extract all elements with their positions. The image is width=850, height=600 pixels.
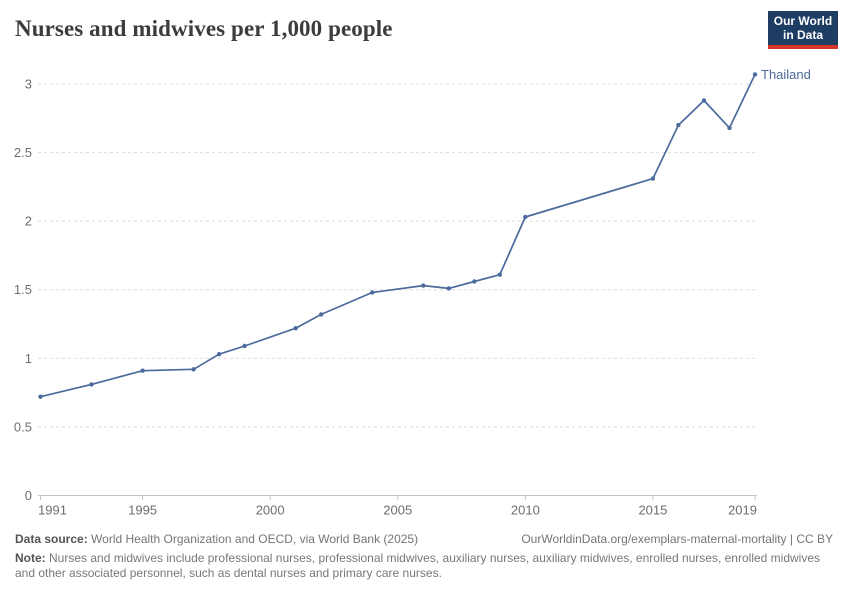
- data-point: [293, 326, 298, 331]
- y-tick-label: 3: [25, 76, 32, 91]
- x-tick-label: 1995: [128, 503, 157, 518]
- data-point: [191, 367, 196, 372]
- note-text: Nurses and midwives include professional…: [15, 551, 821, 580]
- data-source-label: Data source:: [15, 532, 88, 546]
- y-tick-label: 1.5: [14, 282, 32, 297]
- owid-logo-line1: Our World: [773, 14, 833, 28]
- x-tick-label: 2000: [256, 503, 285, 518]
- data-line: [40, 74, 756, 398]
- data-source: Data source: World Health Organization a…: [15, 532, 418, 546]
- y-tick-label: 2: [25, 214, 32, 229]
- owid-logo[interactable]: Our World in Data: [768, 11, 838, 49]
- x-tick-label: 2015: [638, 503, 667, 518]
- chart-note: Note: Nurses and midwives include profes…: [15, 551, 833, 580]
- data-point: [497, 272, 502, 277]
- data-point: [727, 125, 732, 131]
- y-tick-label: 0: [25, 488, 32, 503]
- data-point: [216, 352, 222, 357]
- chart-footer: Data source: World Health Organization a…: [15, 532, 833, 580]
- data-source-text: World Health Organization and OECD, via …: [91, 532, 419, 546]
- data-point: [472, 279, 477, 284]
- data-point: [38, 394, 43, 399]
- data-point: [752, 72, 758, 77]
- data-point: [650, 176, 656, 181]
- x-tick-label: 1991: [38, 503, 67, 518]
- data-point: [140, 368, 145, 373]
- data-point: [370, 290, 375, 295]
- x-tick-label: 2019: [728, 503, 757, 518]
- data-point: [523, 214, 528, 220]
- note-label: Note:: [15, 551, 46, 565]
- data-point: [446, 286, 451, 291]
- x-tick-label: 2010: [511, 503, 540, 518]
- data-point: [421, 283, 426, 288]
- x-tick-label: 2005: [383, 503, 412, 518]
- chart-title: Nurses and midwives per 1,000 people: [15, 16, 393, 41]
- citation-link[interactable]: OurWorldinData.org/exemplars-maternal-mo…: [521, 532, 833, 546]
- data-point: [676, 122, 681, 128]
- y-tick-label: 2.5: [14, 145, 32, 160]
- owid-logo-line2: in Data: [782, 28, 823, 42]
- data-point: [242, 343, 247, 349]
- data-point: [701, 98, 707, 103]
- data-point: [319, 312, 324, 317]
- series-label: Thailand: [761, 67, 811, 82]
- line-chart: 0 0.5 1 1.5 2 2.5 3 1991 1995 2000 2005 2010 2015 201…: [14, 67, 811, 518]
- y-tick-label: 1: [25, 351, 32, 366]
- y-tick-label: 0.5: [14, 419, 32, 434]
- data-point: [89, 382, 94, 387]
